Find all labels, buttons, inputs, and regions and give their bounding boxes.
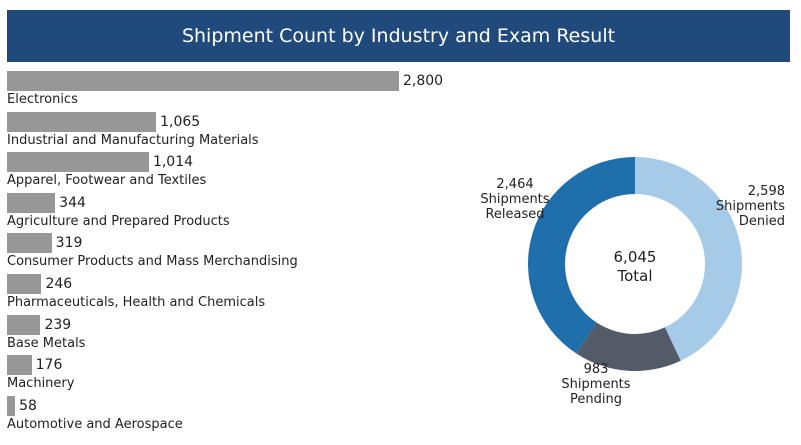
bar-category-label: Machinery <box>7 376 75 392</box>
bar-category-label: Apparel, Footwear and Textiles <box>7 173 207 189</box>
bar-row: 2,800 Electronics <box>7 64 467 107</box>
bar-value-label: 246 <box>45 276 73 292</box>
industry-bar-chart: 2,800 Electronics 1,065 Industrial and Manu… <box>0 64 470 439</box>
bar-value-label: 1,014 <box>152 154 194 171</box>
donut-total-label: Total <box>616 267 652 285</box>
bar-row: 58 Automotive and Aerospace <box>7 389 467 432</box>
slice-name-label: Shipments <box>716 199 785 214</box>
bar[interactable] <box>7 233 52 254</box>
chart-header: Shipment Count by Industry and Exam Resu… <box>7 10 790 62</box>
bar[interactable] <box>7 111 157 132</box>
bar[interactable] <box>7 314 41 335</box>
bar-category-label: Consumer Products and Mass Merchandising <box>7 254 298 270</box>
slice-name-label: Shipments <box>561 377 630 392</box>
bar-category-label: Agriculture and Prepared Products <box>7 213 230 229</box>
donut-slice[interactable] <box>528 157 635 354</box>
bar-value-label: 2,800 <box>403 73 444 89</box>
bar-row: 239 Base Metals <box>7 308 467 351</box>
slice-name-label: Shipments <box>480 192 549 207</box>
bar-row: 1,014 Apparel, Footwear and Textiles <box>7 145 467 189</box>
chart-title: Shipment Count by Industry and Exam Resu… <box>181 25 616 47</box>
bar-row: 246 Pharmaceuticals, Health and Chemicals <box>7 267 467 310</box>
slice-name-label: Pending <box>570 392 622 407</box>
slice-value-label: 2,464 <box>496 177 533 192</box>
bar-row: 344 Agriculture and Prepared Products <box>7 186 467 229</box>
exam-result-donut-chart: 2,598ShipmentsDenied983ShipmentsPending2… <box>480 157 785 407</box>
bar[interactable] <box>7 355 32 376</box>
bar-row: 1,065 Industrial and Manufacturing Materi… <box>7 105 467 148</box>
bar[interactable] <box>7 71 399 91</box>
bar[interactable] <box>7 274 42 294</box>
bar-row: 176 Machinery <box>7 348 467 392</box>
bar-value-label: 344 <box>59 194 86 211</box>
bar-category-label: Pharmaceuticals, Health and Chemicals <box>7 295 266 310</box>
donut-slice[interactable] <box>635 157 742 361</box>
bar-category-label: Industrial and Manufacturing Materials <box>7 132 259 148</box>
slice-name-label: Denied <box>739 214 785 229</box>
slice-value-label: 2,598 <box>748 184 785 199</box>
bar-value-label: 58 <box>19 397 37 414</box>
bar-category-label: Base Metals <box>7 335 86 351</box>
bar-value-label: 239 <box>44 316 72 333</box>
bar-category-label: Electronics <box>7 92 78 107</box>
bar-value-label: 1,065 <box>160 113 201 130</box>
bar[interactable] <box>7 192 56 213</box>
donut-slice[interactable] <box>576 322 681 371</box>
bar[interactable] <box>7 395 16 416</box>
bar-value-label: 319 <box>55 235 83 252</box>
donut-total-value: 6,045 <box>614 248 657 266</box>
bar-value-label: 176 <box>35 357 63 374</box>
slice-value-label: 983 <box>584 362 609 377</box>
bar-category-label: Automotive and Aerospace <box>7 416 183 432</box>
slice-name-label: Released <box>485 207 544 222</box>
bar[interactable] <box>7 152 149 173</box>
bar-row: 319 Consumer Products and Mass Merchandis… <box>7 226 467 270</box>
